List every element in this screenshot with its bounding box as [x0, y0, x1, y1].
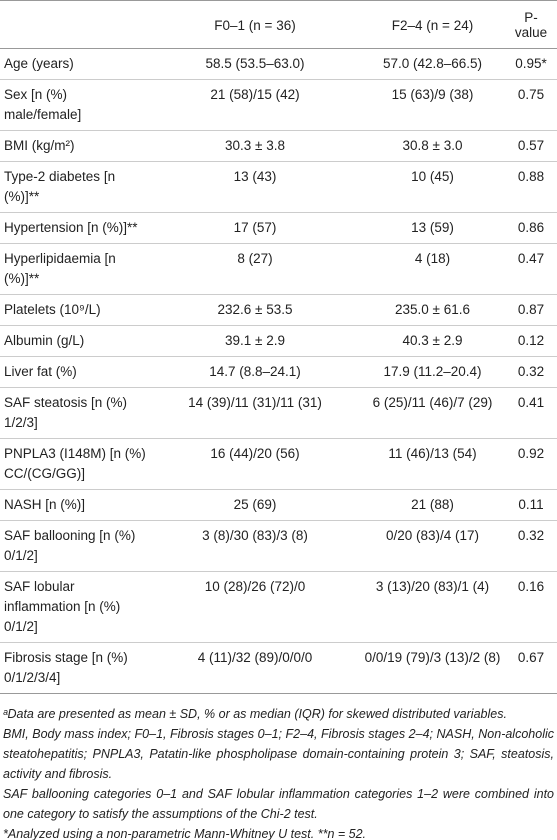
table-cell: 11 (46)/13 (54) [360, 438, 505, 490]
table-cell: BMI (kg/m²) [0, 130, 150, 162]
table-cell: 17.9 (11.2–20.4) [360, 356, 505, 388]
table-cell: 0.12 [505, 325, 557, 357]
table-row: Sex [n (%) male/female] 21 (58)/15 (42) 15… [0, 79, 557, 131]
table-cell: SAF lobular inflammation [n (%) 0/1/2] [0, 571, 150, 643]
table-cell: 0.67 [505, 642, 557, 694]
table-cell: 0.32 [505, 356, 557, 388]
table-cell: 15 (63)/9 (38) [360, 79, 505, 131]
table-cell: 13 (43) [150, 161, 360, 213]
table-row: Hyperlipidaemia [n (%)]** 8 (27) 4 (18) 0.4… [0, 243, 557, 295]
table-cell: Albumin (g/L) [0, 325, 150, 357]
table-row: SAF ballooning [n (%) 0/1/2] 3 (8)/30 (83… [0, 520, 557, 572]
table-cell: 0.11 [505, 489, 557, 521]
table-cell: 0.16 [505, 571, 557, 643]
table-cell: 0.87 [505, 294, 557, 326]
table-cell: 58.5 (53.5–63.0) [150, 48, 360, 80]
table-row: Age (years) 58.5 (53.5–63.0) 57.0 (42.8–66… [0, 48, 557, 80]
header-cell: P-value [505, 0, 557, 49]
table-cell: 0.75 [505, 79, 557, 131]
table-cell: 57.0 (42.8–66.5) [360, 48, 505, 80]
table-cell: SAF steatosis [n (%) 1/2/3] [0, 387, 150, 439]
table-cell: 235.0 ± 61.6 [360, 294, 505, 326]
table-cell: Hypertension [n (%)]** [0, 212, 150, 244]
table-row: SAF steatosis [n (%) 1/2/3] 14 (39)/11 (3… [0, 387, 557, 439]
table-cell: 16 (44)/20 (56) [150, 438, 360, 490]
table-row: PNPLA3 (I148M) [n (%) CC/(CG/GG)] 16 (44)… [0, 438, 557, 490]
table-row: Type-2 diabetes [n (%)]** 13 (43) 10 (45) 0… [0, 161, 557, 213]
table-cell: 6 (25)/11 (46)/7 (29) [360, 387, 505, 439]
table-cell: 21 (58)/15 (42) [150, 79, 360, 131]
table-cell: 0.41 [505, 387, 557, 439]
table-cell: 3 (8)/30 (83)/3 (8) [150, 520, 360, 572]
table-cell: Sex [n (%) male/female] [0, 79, 150, 131]
table-cell: 0.88 [505, 161, 557, 213]
table-cell: 17 (57) [150, 212, 360, 244]
table-cell: SAF ballooning [n (%) 0/1/2] [0, 520, 150, 572]
table-cell: 40.3 ± 2.9 [360, 325, 505, 357]
table-cell: 0.95* [505, 48, 557, 80]
table-row: Hypertension [n (%)]** 17 (57) 13 (59) 0.86 [0, 212, 557, 244]
table-cell: 10 (45) [360, 161, 505, 213]
table-cell: 4 (18) [360, 243, 505, 295]
data-table: F0–1 (n = 36) F2–4 (n = 24) P-value Age (y… [0, 0, 557, 694]
table-cell: 14.7 (8.8–24.1) [150, 356, 360, 388]
header-cell: F0–1 (n = 36) [150, 0, 360, 49]
table-row: Platelets (10⁹/L) 232.6 ± 53.5 235.0 ± 61.… [0, 294, 557, 326]
table-cell: 0.92 [505, 438, 557, 490]
header-row: F0–1 (n = 36) F2–4 (n = 24) P-value [0, 0, 557, 49]
header-cell [0, 0, 150, 49]
table-row: BMI (kg/m²) 30.3 ± 3.8 30.8 ± 3.0 0.57 [0, 130, 557, 162]
table-cell: 25 (69) [150, 489, 360, 521]
table-cell: 14 (39)/11 (31)/11 (31) [150, 387, 360, 439]
table-row: Fibrosis stage [n (%) 0/1/2/3/4] 4 (11)/3… [0, 642, 557, 694]
table-cell: Hyperlipidaemia [n (%)]** [0, 243, 150, 295]
footnotes: ᵃData are presented as mean ± SD, % or a… [0, 694, 557, 840]
table-cell: 30.8 ± 3.0 [360, 130, 505, 162]
table-cell: 0.32 [505, 520, 557, 572]
table-cell: 0/20 (83)/4 (17) [360, 520, 505, 572]
table-row: Albumin (g/L) 39.1 ± 2.9 40.3 ± 2.9 0.12 [0, 325, 557, 357]
table-cell: Type-2 diabetes [n (%)]** [0, 161, 150, 213]
footnote: SAF ballooning categories 0–1 and SAF lo… [3, 787, 554, 821]
table-cell: 4 (11)/32 (89)/0/0/0 [150, 642, 360, 694]
table-cell: 8 (27) [150, 243, 360, 295]
table-cell: Fibrosis stage [n (%) 0/1/2/3/4] [0, 642, 150, 694]
header-cell: F2–4 (n = 24) [360, 0, 505, 49]
table-cell: 0.86 [505, 212, 557, 244]
footnote: BMI, Body mass index; F0–1, Fibrosis sta… [3, 727, 554, 781]
footnote: *Analyzed using a non-parametric Mann-Wh… [3, 827, 367, 840]
table-cell: 39.1 ± 2.9 [150, 325, 360, 357]
table-cell: Age (years) [0, 48, 150, 80]
table-cell: 21 (88) [360, 489, 505, 521]
table-cell: 3 (13)/20 (83)/1 (4) [360, 571, 505, 643]
table-cell: 13 (59) [360, 212, 505, 244]
table-cell: 0.57 [505, 130, 557, 162]
table-cell: 30.3 ± 3.8 [150, 130, 360, 162]
table-body: Age (years) 58.5 (53.5–63.0) 57.0 (42.8–66… [0, 48, 557, 694]
table-row: NASH [n (%)] 25 (69) 21 (88) 0.11 [0, 489, 557, 521]
table-cell: PNPLA3 (I148M) [n (%) CC/(CG/GG)] [0, 438, 150, 490]
table-cell: Platelets (10⁹/L) [0, 294, 150, 326]
table-cell: 0/0/19 (79)/3 (13)/2 (8) [360, 642, 505, 694]
table-row: Liver fat (%) 14.7 (8.8–24.1) 17.9 (11.2–2… [0, 356, 557, 388]
table-cell: 10 (28)/26 (72)/0 [150, 571, 360, 643]
footnote: ᵃData are presented as mean ± SD, % or a… [3, 707, 507, 721]
table-cell: NASH [n (%)] [0, 489, 150, 521]
table-cell: 232.6 ± 53.5 [150, 294, 360, 326]
table-cell: Liver fat (%) [0, 356, 150, 388]
table-row: SAF lobular inflammation [n (%) 0/1/2] 10… [0, 571, 557, 643]
table-cell: 0.47 [505, 243, 557, 295]
